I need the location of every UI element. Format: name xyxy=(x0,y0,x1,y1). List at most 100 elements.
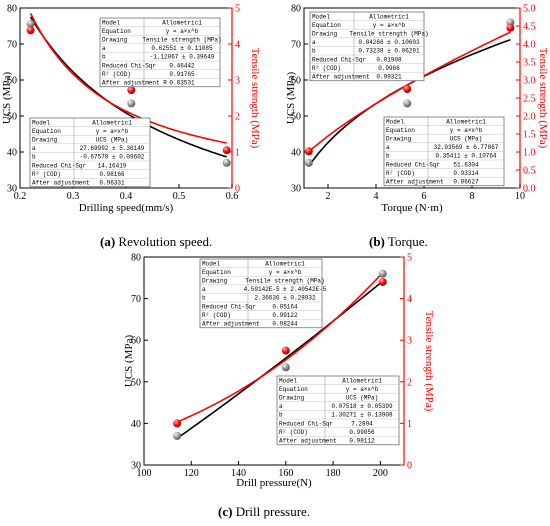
fit-table-key: b xyxy=(386,153,390,160)
y2-axis-label: Tensile strength (MPa) xyxy=(249,48,261,149)
fit-table-value: 0.99321 xyxy=(376,74,402,81)
y-tick-label: 70 xyxy=(131,294,141,305)
ucs-point xyxy=(304,158,313,167)
x-axis-label: Drilling speed(mm/s) xyxy=(79,202,174,214)
fit-table-value: 0.93314 xyxy=(453,170,479,177)
fit-table: Model Allometric1 Equation y = a×x^b Drawing… xyxy=(276,375,400,446)
x-axis-label: Drill pressure(N) xyxy=(236,477,312,489)
fit-table-key: After adjustment xyxy=(279,438,337,445)
ucs-fit-curve xyxy=(176,280,384,440)
x-tick-label: 140 xyxy=(231,468,246,479)
y-tick-label: 50 xyxy=(7,112,17,123)
y2-tick-label: 4.5 xyxy=(523,22,536,33)
y-axis-label: UCS (MPa) xyxy=(123,335,135,388)
y-axis-label: UCS (MPa) xyxy=(1,72,13,125)
fit-table-key: Equation xyxy=(102,28,131,35)
y2-tick-label: 5 xyxy=(407,253,412,264)
y2-tick-label: 2 xyxy=(407,377,412,388)
fit-table-key: b xyxy=(279,412,283,419)
fit-table-key: After adjustment xyxy=(32,180,90,187)
x-tick-label: 0.2 xyxy=(14,191,27,202)
fit-table-value: y = a×x^b xyxy=(269,269,302,276)
x-tick-label: 200 xyxy=(373,468,388,479)
ucs-fit-curve xyxy=(29,16,227,158)
y-tick-label: 50 xyxy=(291,112,301,123)
fit-table-value: Allometric1 xyxy=(92,119,132,126)
fit-table-key: R² (COD) xyxy=(279,429,308,436)
y2-tick-label: 5.0 xyxy=(523,4,536,15)
fit-table-key: Equation xyxy=(32,128,61,135)
caption-a: (a) Revolution speed. xyxy=(100,234,212,249)
tensile-point xyxy=(403,85,412,93)
y-tick-label: 60 xyxy=(131,336,141,347)
fit-table-value: Allometric1 xyxy=(369,13,409,20)
chart-panel-c: 100 120 140 160 180 200 30 40 50 60 70 80 0 1 2 3 4 5 Dril… xyxy=(123,253,435,490)
tensile-fit-curve xyxy=(29,13,227,144)
chart-panel-b: 2 4 6 8 10 30 40 50 60 70 80 0.0 0.5 1.0 1.5 2.0 2.5 3.0 3… xyxy=(285,4,549,215)
y-tick-label: 80 xyxy=(291,4,301,15)
fit-table-value: 27.69992 ± 5.36149 xyxy=(80,145,145,152)
fit-table-key: a xyxy=(202,286,206,293)
fit-table-value: 1.30271 ± 0.13908 xyxy=(331,412,393,419)
y2-tick-label: 0 xyxy=(407,461,412,472)
y-tick-label: 40 xyxy=(7,148,17,159)
fit-table-key: Reduced Chi-Sqr xyxy=(312,56,366,63)
y-axis-label: UCS (MPa) xyxy=(285,72,297,125)
y-tick-label: 40 xyxy=(131,419,141,430)
tensile-point xyxy=(222,146,231,155)
fit-table: Model Allometric1 Equation y = a×x^b Drawing… xyxy=(383,116,505,187)
fit-table-value: 14.16419 xyxy=(98,162,127,169)
x-tick-label: 6 xyxy=(422,191,427,202)
fit-table-key: Equation xyxy=(312,22,341,29)
fit-table-key: Reduced Chi-Sqr xyxy=(202,303,256,310)
y2-tick-label: 1 xyxy=(407,419,412,430)
tensile-point xyxy=(26,26,35,35)
fit-table-value: Allometric1 xyxy=(265,260,305,267)
y2-tick-label: 2.0 xyxy=(523,112,536,123)
fit-table-value: 51.6304 xyxy=(453,161,479,168)
y-tick-label: 70 xyxy=(291,40,301,51)
fit-table-value: -1.12067 ± 0.39649 xyxy=(150,54,215,61)
fit-table-value: y = a×x^b xyxy=(450,127,483,134)
y2-tick-label: 0.0 xyxy=(523,184,536,195)
x-tick-label: 4 xyxy=(374,191,379,202)
tensile-point xyxy=(506,23,515,32)
fit-table-key: Reduced Chi-Sqr xyxy=(32,162,86,169)
fit-table-key: Reduced Chi-Sqr xyxy=(279,420,333,427)
fit-table-key: Model xyxy=(386,118,404,125)
fit-table-value: 0.07518 ± 0.05399 xyxy=(331,403,393,410)
fit-table-key: a xyxy=(386,144,390,151)
fit-table-value: 0.96331 xyxy=(99,180,125,187)
x-tick-label: 0.6 xyxy=(226,191,239,202)
fit-table-value: Tensile strength (MPa) xyxy=(142,37,221,44)
fit-table-key: Model xyxy=(32,119,50,126)
fit-table-key: Equation xyxy=(279,386,308,393)
fit-table-key: Reduced Chi-Sqr xyxy=(102,62,156,69)
tensile-point xyxy=(378,277,387,286)
x-tick-label: 120 xyxy=(184,468,199,479)
fit-table-value: UCS (MPa) xyxy=(96,137,128,144)
y-tick-label: 50 xyxy=(131,377,141,388)
ucs-point xyxy=(222,158,231,167)
fit-table-value: 0.01908 xyxy=(376,56,402,63)
fit-table-value: 2.36636 ± 0.28932 xyxy=(254,295,316,302)
x-tick-label: 10 xyxy=(515,191,525,202)
fit-table-value: 0.46442 xyxy=(169,62,195,69)
fit-table-key: Drawing xyxy=(279,395,305,402)
fit-table-key: b xyxy=(202,295,206,302)
fit-table-value: 4.59142E-5 ± 2.40542E-5 xyxy=(244,286,327,293)
fit-table-value: 0.98244 xyxy=(272,321,298,328)
ucs-point xyxy=(378,269,387,278)
y2-tick-label: 2.5 xyxy=(523,94,536,105)
fit-table-key: R² (COD) xyxy=(312,65,341,72)
fit-table-key: R² (COD) xyxy=(386,170,415,177)
y2-tick-label: 1.0 xyxy=(523,148,536,159)
fit-table-value: 7.2894 xyxy=(351,420,373,427)
fit-table: Model Allometric1 Equation y = a×x^b Drawing… xyxy=(29,117,151,188)
fit-table-value: y = a×x^b xyxy=(166,28,199,35)
fit-table-key: R² (COD) xyxy=(102,71,131,78)
y-tick-label: 40 xyxy=(291,148,301,159)
fit-table-key: b xyxy=(32,154,36,161)
fit-table-key: Equation xyxy=(386,127,415,134)
fit-table-value: 0.9966 xyxy=(378,65,400,72)
